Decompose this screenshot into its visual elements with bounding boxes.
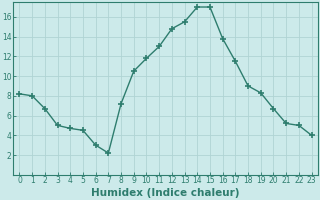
X-axis label: Humidex (Indice chaleur): Humidex (Indice chaleur) bbox=[91, 188, 240, 198]
